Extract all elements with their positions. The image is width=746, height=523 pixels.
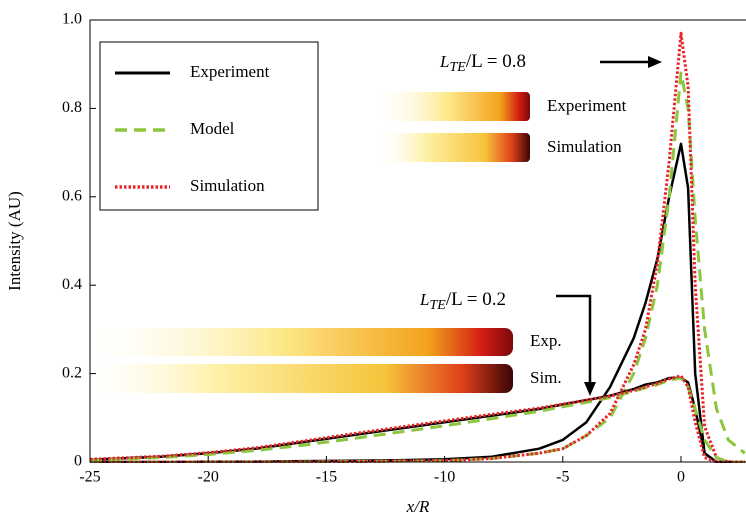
x-tick-label: -15 [316,469,337,486]
y-tick-label: 0.6 [62,187,82,204]
inset-label: Exp. [530,331,562,350]
y-tick-label: 0 [74,453,82,470]
annotation: LTE/L = 0.2 [419,289,506,313]
x-tick-label: -10 [434,469,455,486]
y-axis-label: Intensity (AU) [5,191,24,291]
legend-label: Simulation [190,176,265,195]
y-tick-label: 1.0 [62,11,82,28]
x-tick-label: 0 [677,469,685,486]
inset-label: Experiment [547,96,627,115]
inset-image [380,92,530,121]
inset-label: Sim. [530,368,562,387]
x-tick-label: -20 [198,469,219,486]
annotation: LTE/L = 0.8 [439,51,526,75]
x-tick-label: -5 [556,469,569,486]
inset-image [380,133,530,162]
legend-label: Model [190,119,235,138]
inset-image [88,364,513,393]
inset-image [88,328,513,356]
x-axis-label: x/R [406,497,430,516]
y-tick-label: 0.2 [62,364,82,381]
x-tick-label: -25 [79,469,100,486]
arrowhead [584,382,596,396]
chart: Experiment Simulation Exp. Sim. LTE/L = … [0,0,746,523]
inset-label: Simulation [547,137,622,156]
y-tick-label: 0.4 [62,276,82,293]
legend-label: Experiment [190,62,270,81]
arrowhead [648,56,662,68]
y-tick-label: 0.8 [62,99,82,116]
